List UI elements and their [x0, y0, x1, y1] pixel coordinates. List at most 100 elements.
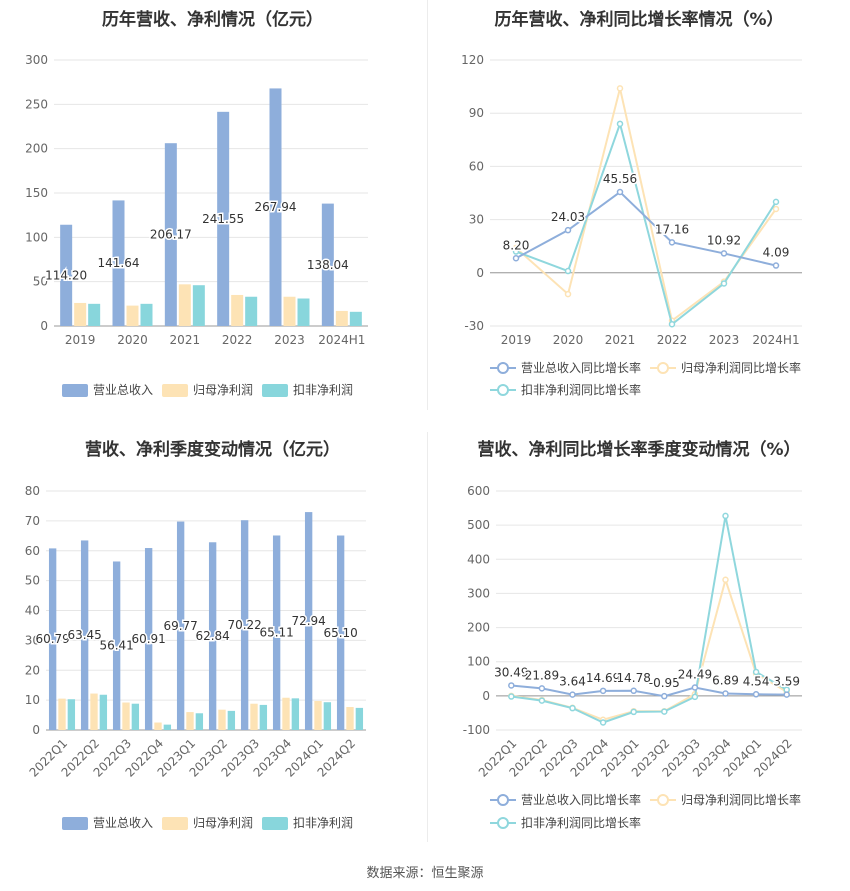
- y-tick-label: 0: [476, 266, 484, 280]
- series-line-1: [511, 576, 788, 721]
- y-tick-label: 60: [25, 544, 40, 558]
- y-tick-label: 80: [25, 484, 40, 498]
- x-tick-label: 2023: [709, 333, 740, 347]
- bar-net-profit: [74, 302, 87, 326]
- y-tick-label: 40: [25, 604, 40, 618]
- data-label: 21.89: [525, 668, 559, 682]
- bar-deducted-profit: [192, 285, 205, 326]
- y-tick-label: 200: [467, 621, 490, 635]
- bar-net-profit: [346, 706, 354, 730]
- bar-deducted-profit: [88, 303, 101, 326]
- panel-quarterly-revenue-profit: 营收、净利季度变动情况（亿元） 0 10 20 30 40 50 60 70 80 2022Q1 2…: [0, 432, 425, 852]
- data-label: 65.11: [259, 626, 293, 640]
- data-label: 17.16: [655, 222, 689, 236]
- data-label: 69.77: [163, 619, 197, 633]
- y-tick-label: 0: [32, 723, 40, 737]
- x-tick-label: 2021: [170, 333, 201, 347]
- x-tick-label: 2023: [274, 333, 305, 347]
- data-label: 10.92: [707, 233, 741, 247]
- series-line-2: [511, 515, 788, 724]
- data-point: [508, 682, 515, 689]
- legend-swatch: [162, 817, 188, 830]
- y-tick-label: 0: [482, 689, 490, 703]
- y-tick-label: 30: [25, 633, 40, 647]
- legend-label: 营业总收入同比增长率: [521, 792, 641, 807]
- legend-label: 归母净利润同比增长率: [681, 360, 801, 375]
- legend-label: 扣非净利润同比增长率: [521, 382, 641, 397]
- bar-net-profit: [283, 296, 296, 326]
- data-point: [538, 697, 546, 704]
- legend-swatch: [62, 817, 88, 830]
- data-point: [630, 708, 637, 716]
- bar-net-profit: [90, 693, 98, 730]
- bar-deducted-profit: [297, 298, 310, 326]
- annual-bar-chart: 0 50 100 150 200 250 300 2019 2020 2021 2022 2023 20…: [25, 53, 368, 397]
- data-point: [569, 704, 576, 712]
- x-tick-label: 2020: [117, 333, 148, 347]
- bar-deducted-profit: [245, 296, 258, 326]
- legend-marker: [497, 362, 509, 374]
- bar-deducted-profit: [99, 694, 108, 730]
- chart-title: 营收、净利同比增长率季度变动情况（%）: [477, 440, 801, 460]
- x-tick-label: 2019: [65, 333, 96, 347]
- data-label: 114.20: [45, 268, 87, 282]
- legend-label: 营业总收入: [93, 816, 153, 830]
- data-label: 60.91: [131, 632, 165, 646]
- bar-revenue: [144, 548, 153, 730]
- bar-revenue: [112, 561, 121, 730]
- series-line-0: [515, 190, 777, 267]
- y-tick-label: 90: [469, 106, 484, 120]
- data-label: 4.54: [743, 674, 770, 688]
- y-tick-label: 10: [25, 693, 40, 707]
- y-tick-label: 100: [467, 655, 490, 669]
- legend-label: 营业总收入同比增长率: [521, 360, 641, 375]
- data-label: 6.89: [712, 674, 739, 688]
- x-tick-label: 2024H1: [318, 333, 365, 347]
- data-label: 14.69: [586, 671, 620, 685]
- x-tick-label: 2022: [222, 333, 253, 347]
- legend-swatch: [262, 384, 288, 397]
- bar-deducted-profit: [67, 699, 76, 730]
- x-tick-label: 2024H1: [752, 333, 799, 347]
- y-tick-label: -30: [464, 319, 484, 333]
- y-tick-label: 300: [467, 586, 490, 600]
- bar-deducted-profit: [323, 702, 332, 730]
- data-point: [752, 691, 760, 698]
- chart-title: 营收、净利季度变动情况（亿元）: [85, 440, 340, 460]
- data-point: [772, 262, 780, 269]
- panel-annual-growth: 历年营收、净利同比增长率情况（%） -30 0 30 60 90 120 8.20 24.03…: [428, 0, 850, 410]
- data-label: 56.41: [99, 639, 133, 653]
- data-point: [668, 320, 676, 328]
- data-label: 60.79: [35, 632, 69, 646]
- data-label: 3.64: [559, 675, 586, 689]
- bar-deducted-profit: [355, 707, 364, 730]
- data-point: [720, 250, 728, 257]
- data-point: [661, 692, 668, 700]
- legend-label: 扣非净利润: [293, 816, 353, 830]
- bar-revenue: [80, 540, 89, 730]
- legend-label: 营业总收入: [93, 383, 153, 397]
- data-point: [564, 290, 572, 298]
- data-label: 24.49: [678, 667, 712, 681]
- bar-revenue: [60, 224, 73, 326]
- bar-deducted-profit: [131, 703, 140, 730]
- y-tick-label: 50: [33, 275, 48, 289]
- legend-label: 归母净利润同比增长率: [681, 792, 801, 807]
- bar-net-profit: [178, 284, 191, 326]
- bar-deducted-profit: [140, 303, 153, 326]
- y-tick-label: 400: [467, 552, 490, 566]
- data-label: 30.49: [494, 665, 528, 679]
- data-point: [630, 687, 637, 695]
- legend-marker: [497, 817, 509, 829]
- data-point: [616, 85, 624, 92]
- y-tick-label: 250: [25, 97, 48, 111]
- x-tick-label: 2022: [657, 333, 688, 347]
- y-tick-label: 100: [25, 230, 48, 244]
- series-line-0: [511, 684, 787, 698]
- data-label: 138.04: [307, 258, 349, 272]
- bar-net-profit: [250, 703, 258, 730]
- bar-revenue: [336, 535, 345, 730]
- chart-title: 历年营收、净利同比增长率情况（%）: [494, 10, 784, 30]
- legend-swatch: [162, 384, 188, 397]
